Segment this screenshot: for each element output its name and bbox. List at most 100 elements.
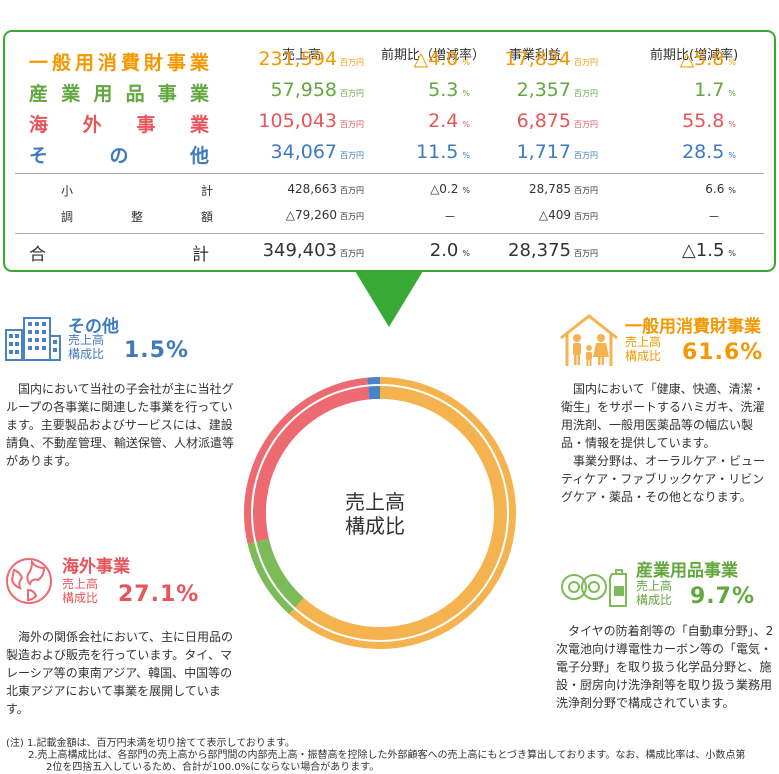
donut-center-line2: 構成比 — [345, 514, 405, 538]
cell-unit: % — [462, 120, 470, 129]
cell-unit: 百万円 — [574, 58, 598, 67]
segment-label-consumer: 一般用消費財事業 — [29, 48, 209, 75]
subtotal-row: 小計 428,663 百万円 △0.2% 28,785 百万円 6.6% — [61, 182, 736, 198]
total-sales: 349,403 — [262, 240, 337, 261]
segment-profit-consumer: 17,834 百万円 — [505, 48, 598, 70]
cell-value: 2,357 — [516, 79, 571, 101]
cell-unit: 百万円 — [340, 151, 364, 160]
adjustment-profit: △409 — [538, 208, 571, 222]
segment-profit-yoy-other: 28.5% — [682, 141, 736, 163]
segment-label-char: 事 — [157, 83, 177, 105]
cell-unit: % — [728, 89, 736, 98]
segment-label-char: 業 — [189, 83, 209, 105]
total-label-char: 合 — [29, 245, 46, 265]
segment-sales-other: 34,067 百万円 — [271, 141, 364, 163]
subtotal-label-char: 小 — [61, 184, 74, 198]
cell-value: △5.8 — [679, 48, 725, 70]
segment-label-char: 品 — [125, 83, 145, 105]
cell-value: 11.5 — [416, 141, 459, 163]
segment-label-char: 海 — [29, 114, 49, 136]
industrial-sub-sales: 売上高 — [636, 579, 673, 593]
total-label: 合計 — [29, 240, 209, 265]
cell-unit: 百万円 — [340, 120, 364, 129]
consumer-description-paragraph: 国内において「健康、快適、清潔・衛生」をサポートするハミガキ、洗濯用洗剤、一般用… — [561, 382, 765, 450]
donut-inner-ring — [251, 384, 509, 642]
adjustment-label-char: 額 — [200, 210, 213, 224]
overseas-description: 海外の関係会社において、主に日用品の製造および販売を行っています。タイ、マレーシ… — [6, 628, 238, 718]
segment-profit-yoy-industrial: 1.7% — [694, 79, 736, 101]
industrial-sub-share: 構成比 — [636, 593, 673, 607]
cell-unit: 百万円 — [340, 89, 364, 98]
header-profit: 事業利益 — [509, 48, 562, 63]
segment-label-other: その他 — [29, 141, 209, 168]
industrial-share-pct: 9.7% — [690, 584, 756, 609]
segment-profit-industrial: 2,357 百万円 — [517, 79, 598, 101]
donut-center-label: 売上高 構成比 — [315, 490, 435, 538]
segment-label-char: 産 — [29, 83, 49, 105]
segment-label-char: 消 — [97, 52, 117, 74]
footnote-3: 2位を四捨五入しているため、合計が100.0%にならない場合があります。 — [46, 762, 380, 773]
segment-sales-industrial: 57,958 百万円 — [271, 79, 364, 101]
cell-value: △4.0 — [413, 48, 459, 70]
segment-label-char: 業 — [61, 83, 81, 105]
industrial-description-paragraph: タイヤの防着剤等の「自動車分野」、2次電池向け導電性カーボン等の「電気・電子分野… — [556, 624, 774, 710]
donut-center-line1: 売上高 — [345, 490, 405, 514]
total-label-char: 計 — [192, 245, 209, 265]
header-profit-yoy: 前期比(増減率) — [650, 48, 739, 63]
segment-sales-consumer: 231,594 百万円 — [258, 48, 364, 70]
cell-unit: % — [728, 58, 736, 67]
segment-label-industrial: 産業用品事業 — [29, 79, 209, 106]
overseas-description-paragraph: 海外の関係会社において、主に日用品の製造および販売を行っています。タイ、マレーシ… — [6, 630, 234, 716]
segment-label-char: 業 — [189, 114, 209, 136]
segment-profit-yoy-overseas: 55.8% — [682, 110, 736, 132]
building-icon — [5, 317, 61, 361]
cell-unit: 百万円 — [574, 120, 598, 129]
segment-summary-table: 売上高 前期比（増減率） 事業利益 前期比(増減率) 一般用消費財事業 231,5… — [3, 30, 776, 272]
overseas-sub-share: 構成比 — [62, 591, 99, 605]
footnote-1: (注) 1.記載金額は、百万円未満を切り捨てて表示しております。 — [6, 738, 295, 749]
donut-slice-industrial — [247, 538, 304, 615]
other-sub-share: 構成比 — [68, 347, 105, 361]
footnote-2: 2.売上高構成比は、各部門の売上高から部門間の内部売上高・振替高を控除した外部顧… — [28, 750, 746, 761]
other-sub-sales: 売上高 — [68, 333, 105, 347]
total-sales-yoy: 2.0 — [429, 240, 459, 261]
overseas-title: 海外事業 — [62, 557, 130, 577]
segment-label-char: 用 — [74, 52, 94, 74]
tire-icon — [561, 569, 627, 607]
segment-sales-yoy-other: 11.5% — [416, 141, 470, 163]
segment-row-industrial: 産業用品事業 57,958 百万円 5.3% 2,357 百万円 1.7% — [5, 79, 774, 109]
other-description-paragraph: 国内において当社の子会社が主に当社グループの各事業に関連した事業を行っています。… — [6, 382, 235, 468]
donut-slice-overseas — [244, 377, 370, 544]
consumer-share-pct: 61.6% — [682, 340, 764, 365]
segment-sales-overseas: 105,043 百万円 — [258, 110, 364, 132]
segment-profit-yoy-consumer: △5.8% — [680, 48, 736, 70]
industrial-title: 産業用品事業 — [636, 561, 738, 581]
consumer-description-paragraph: 事業分野は、オーラルケア・ビューティケア・ファブリックケア・リビングケア・薬品・… — [561, 454, 766, 504]
subtotal-sales-yoy: △0.2 — [430, 182, 459, 196]
consumer-sub-sales: 売上高 — [625, 335, 662, 349]
segment-label-char: そ — [29, 145, 49, 167]
cell-value: 17,834 — [504, 48, 571, 70]
segment-label-char: 般 — [51, 52, 71, 74]
adjustment-label: 調整額 — [61, 208, 213, 225]
subtotal-divider — [15, 173, 764, 174]
adjustment-profit-yoy: － — [707, 210, 720, 224]
total-profit: 28,375 — [508, 240, 571, 261]
segment-row-other: その他 34,067 百万円 11.5% 1,717 百万円 28.5% — [5, 141, 774, 171]
other-share-pct: 1.5% — [124, 338, 190, 363]
segment-label-char: 財 — [143, 52, 163, 74]
cell-unit: % — [462, 89, 470, 98]
total-row: 合計 349,403 百万円 2.0% 28,375 百万円 △1.5% — [29, 240, 736, 265]
subtotal-sales: 428,663 — [287, 182, 337, 196]
adjustment-row: 調整額 △79,260 百万円 － △409 百万円 － — [61, 208, 720, 225]
segment-sales-yoy-industrial: 5.3% — [428, 79, 470, 101]
segment-profit-overseas: 6,875 百万円 — [517, 110, 598, 132]
cell-value: 2.4 — [428, 110, 459, 132]
segment-label-char: 費 — [120, 52, 140, 74]
consumer-title: 一般用消費財事業 — [625, 317, 761, 337]
adjustment-label-char: 調 — [61, 210, 74, 224]
segment-sales-yoy-consumer: △4.0% — [414, 48, 470, 70]
total-profit-yoy: △1.5 — [681, 240, 725, 261]
adjustment-label-char: 整 — [130, 210, 143, 224]
other-title: その他 — [68, 317, 119, 337]
